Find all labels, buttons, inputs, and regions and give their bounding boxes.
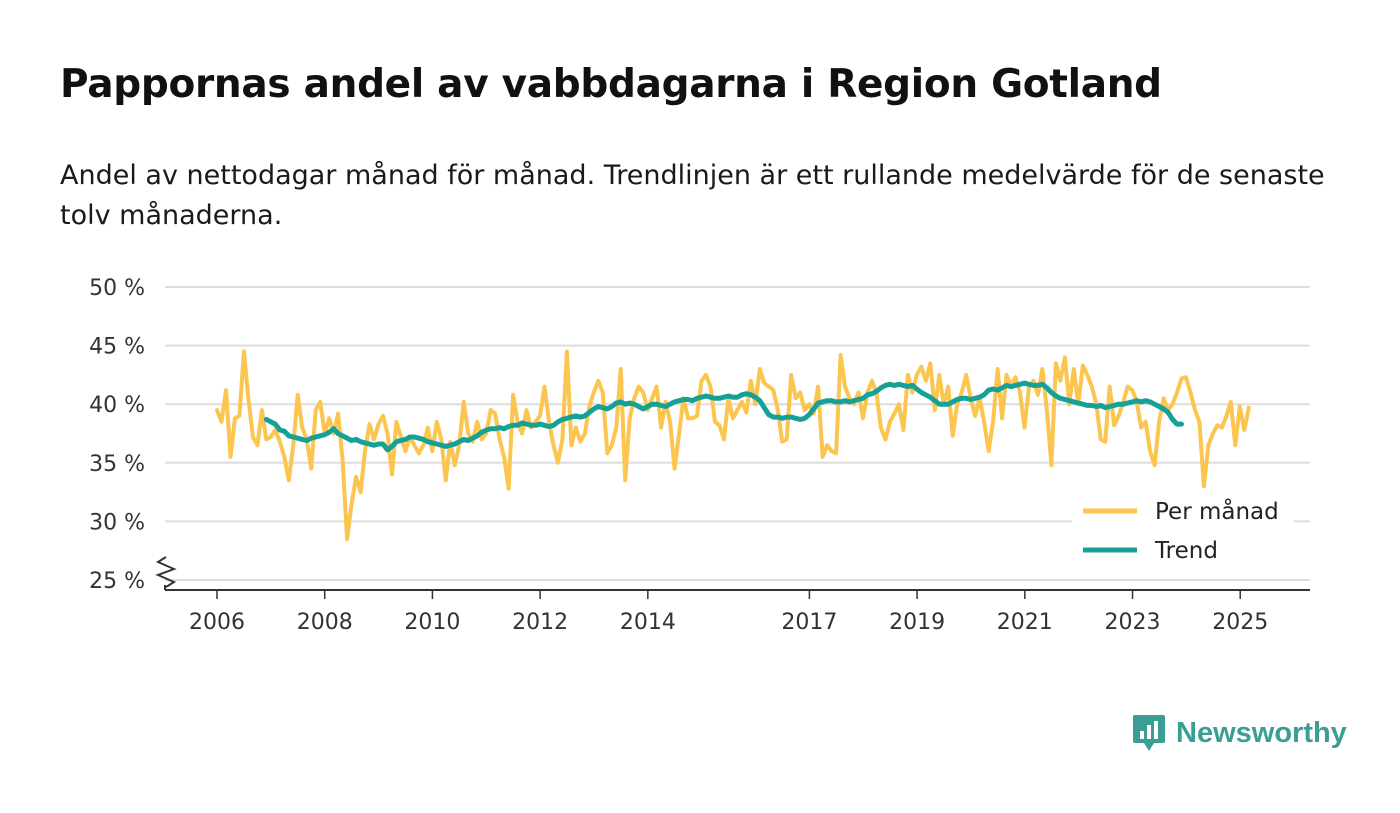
y-axis-ticks: 50 % 45 % 40 % 35 % 30 % 25 % <box>89 276 145 594</box>
newsworthy-logo[interactable]: Newsworthy <box>1132 713 1347 753</box>
legend-label: Trend <box>1154 538 1218 564</box>
x-tick-label: 2021 <box>997 610 1053 635</box>
x-tick-label: 2006 <box>189 610 245 635</box>
series-line-trend <box>263 380 1184 453</box>
legend: Per månad Trend <box>1072 493 1294 575</box>
axis-break-icon <box>155 556 177 588</box>
bar-chart-badge-icon <box>1133 715 1165 751</box>
axes <box>155 556 1310 591</box>
x-tick-label: 2025 <box>1212 610 1268 635</box>
x-tick-label: 2012 <box>512 610 568 635</box>
x-tick-label: 2023 <box>1105 610 1161 635</box>
chart-title: Pappornas andel av vabbdagarna i Region … <box>60 62 1162 107</box>
x-tick-label: 2014 <box>620 610 676 635</box>
y-tick-label: 45 % <box>89 335 145 360</box>
legend-label: Per månad <box>1155 497 1279 525</box>
y-tick-label: 40 % <box>89 393 145 418</box>
y-tick-label: 35 % <box>89 452 145 477</box>
x-tick-label: 2017 <box>781 610 837 635</box>
x-tick-label: 2008 <box>297 610 353 635</box>
legend-background <box>1072 493 1294 575</box>
chart-subtitle: Andel av nettodagar månad för månad. Tre… <box>60 160 1325 231</box>
y-tick-label: 25 % <box>89 569 145 594</box>
y-tick-label: 50 % <box>89 276 145 301</box>
x-axis-ticks: 2006 2008 2010 2012 2014 2017 2019 2021 2023 2025 <box>189 590 1268 635</box>
y-tick-label: 30 % <box>89 510 145 535</box>
brand-name: Newsworthy <box>1176 716 1347 749</box>
x-tick-label: 2019 <box>889 610 945 635</box>
series <box>215 349 1251 541</box>
x-tick-label: 2010 <box>404 610 460 635</box>
